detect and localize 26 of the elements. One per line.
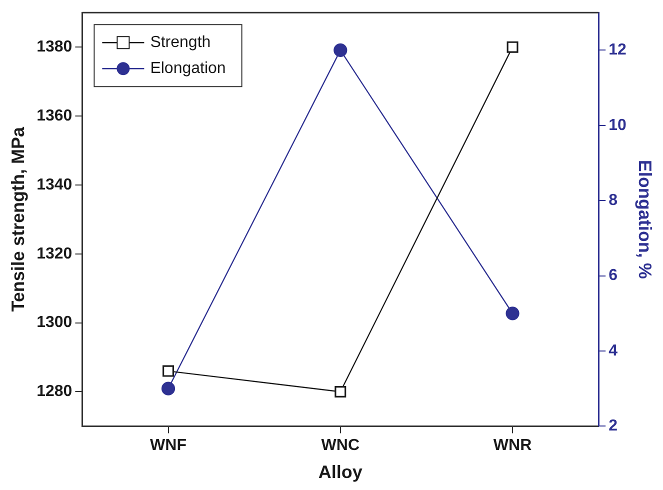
y2-tick-label: 4: [608, 342, 618, 360]
x-axis-title: Alloy: [318, 462, 362, 482]
point: [506, 306, 520, 320]
y2-tick-label: 8: [608, 192, 618, 210]
legend-label: Strength: [150, 34, 211, 52]
y-axis-title: Tensile strength, MPa: [8, 126, 28, 312]
y-tick-label: 1300: [36, 314, 72, 332]
x-tick-label: WNC: [321, 437, 360, 454]
y2-tick-label: 6: [608, 267, 618, 284]
y-tick-label: 1360: [36, 107, 72, 124]
point: [334, 43, 348, 57]
y-tick-label: 1340: [36, 176, 72, 194]
point: [506, 41, 518, 53]
x-tick-label: WNF: [150, 437, 187, 454]
point: [161, 382, 176, 396]
y2-tick-label: 12: [608, 42, 626, 59]
x-tick-label: WNR: [493, 437, 532, 454]
y2-tick-label: 2: [608, 418, 618, 435]
y-tick-label: 1280: [36, 383, 72, 400]
point: [334, 386, 346, 398]
y-tick-label: 1380: [36, 38, 72, 56]
legend-label: Elongation: [150, 60, 226, 78]
point: [162, 365, 174, 377]
y2-tick-label: 10: [608, 116, 626, 134]
y-tick-label: 1320: [36, 245, 72, 262]
y2-axis-title: Elongation, %: [635, 160, 656, 279]
